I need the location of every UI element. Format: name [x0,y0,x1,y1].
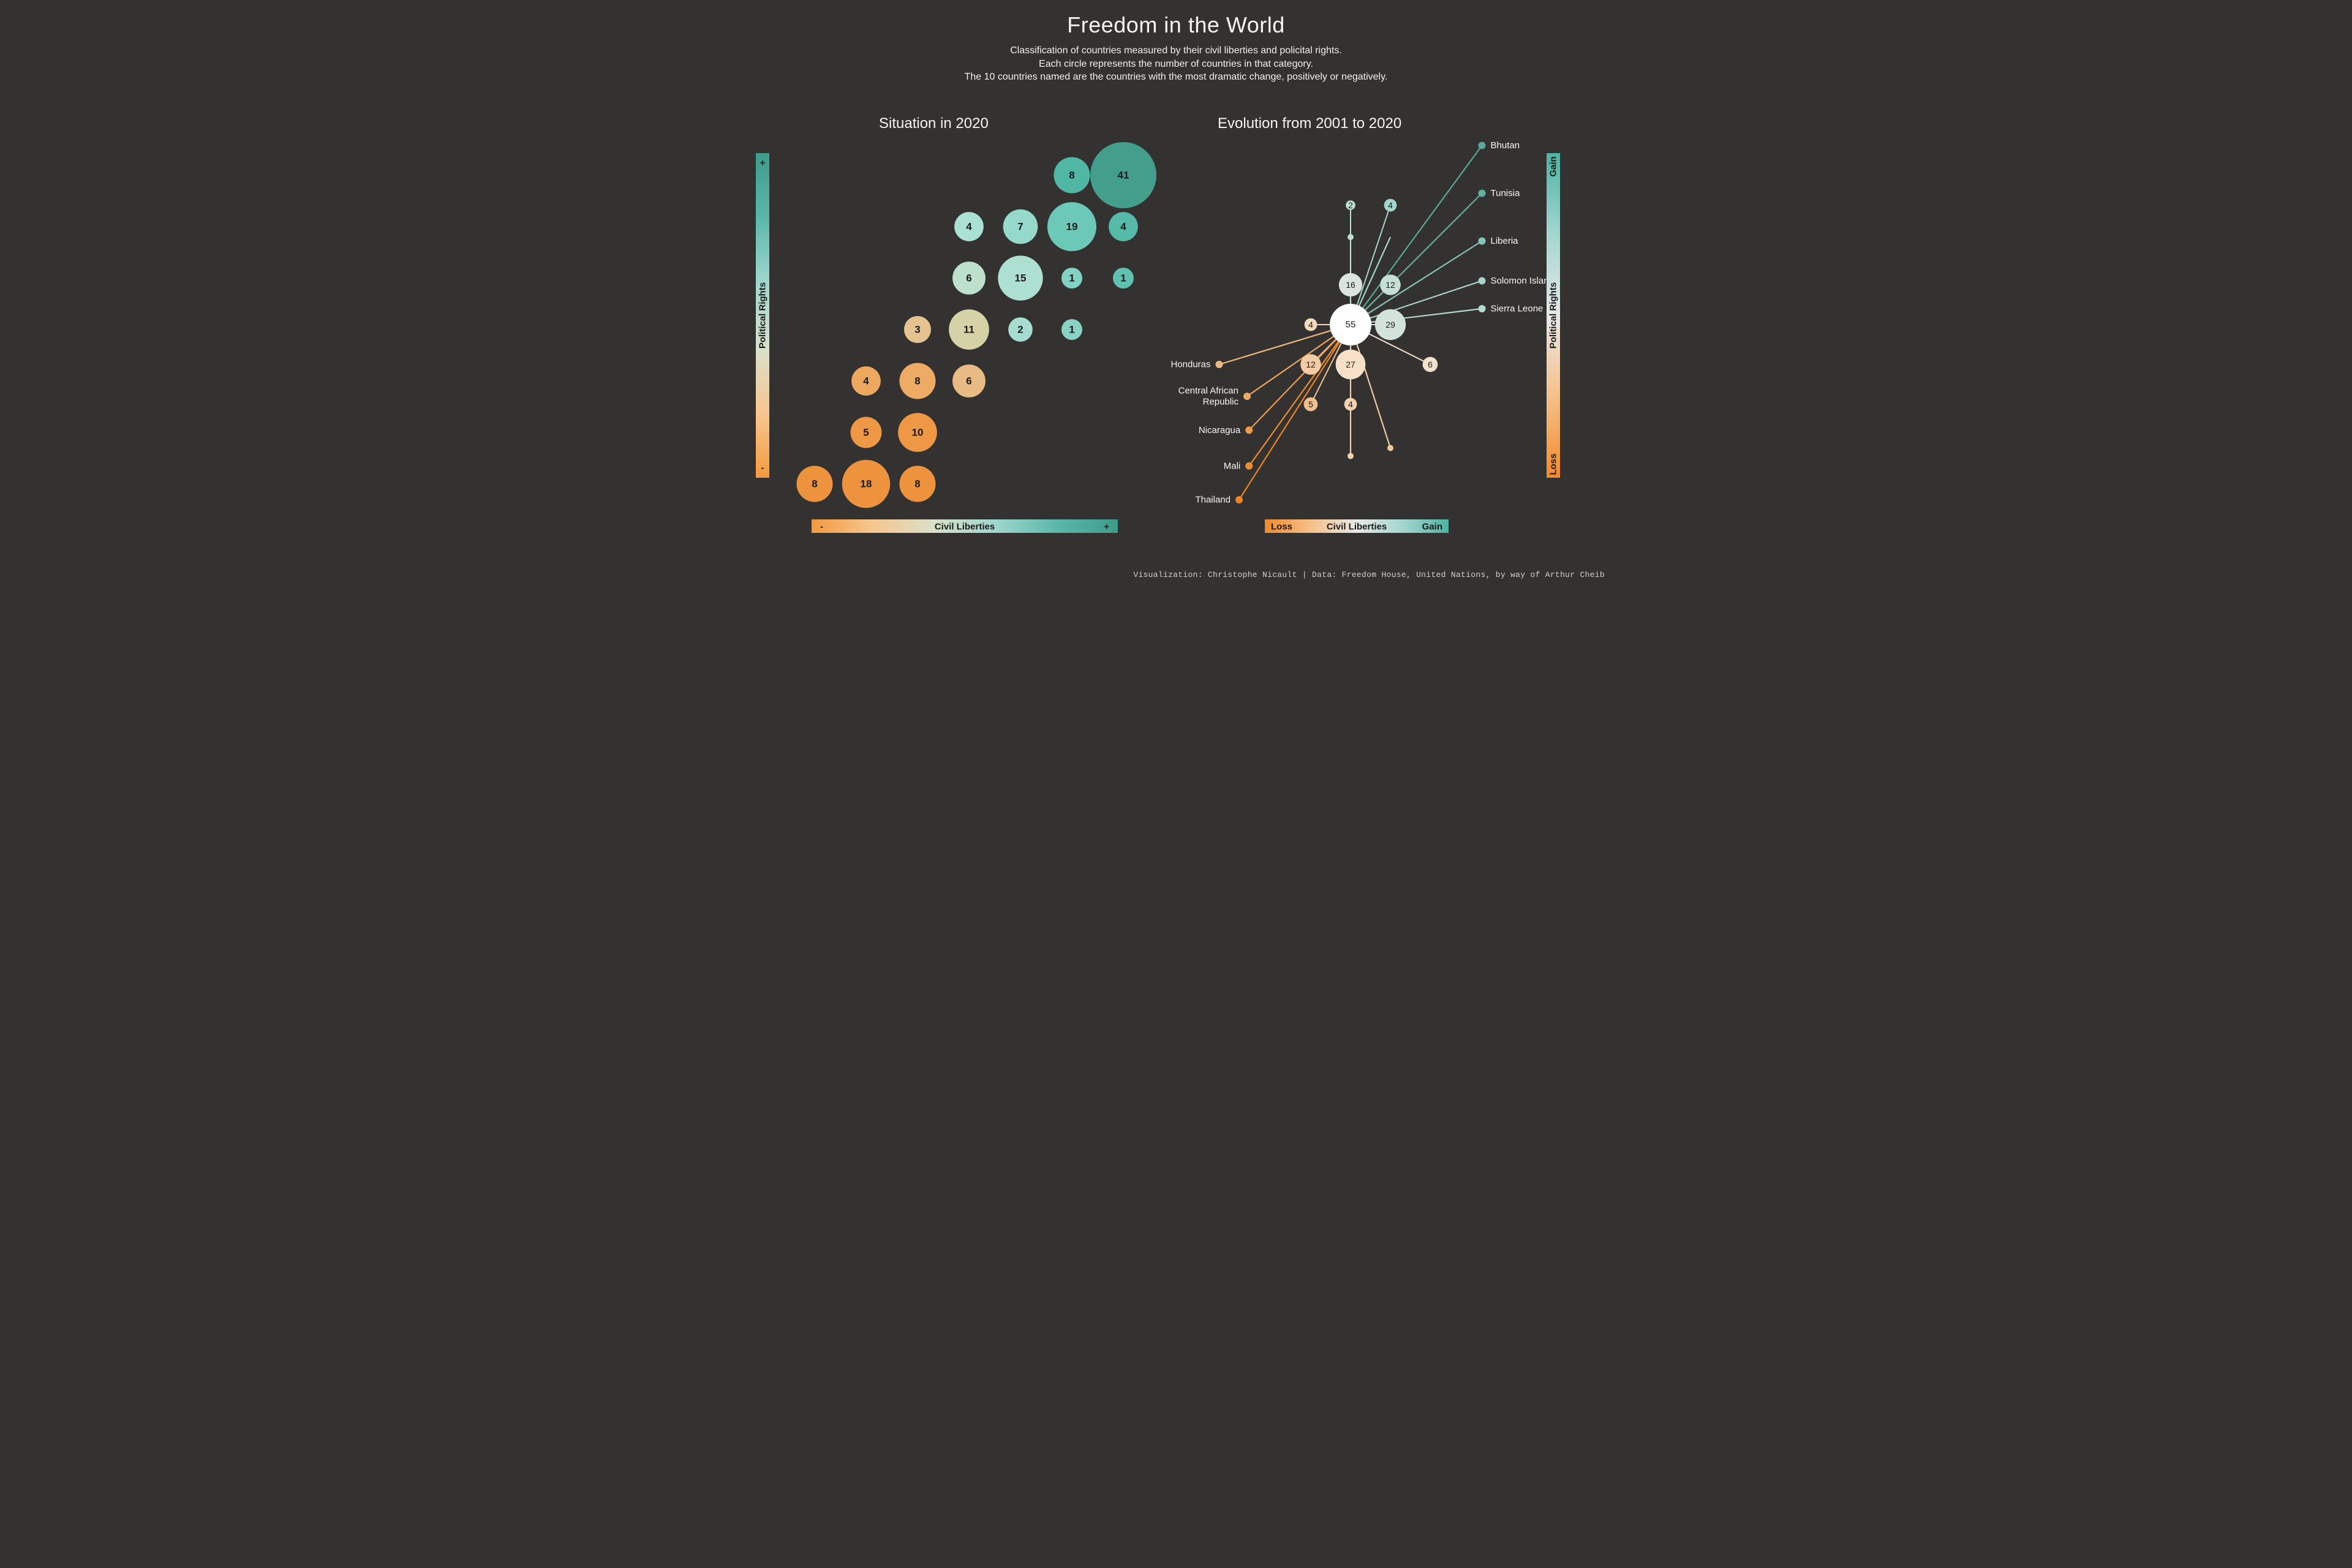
bubble-value: 15 [1015,273,1027,284]
bubble-value: 6 [966,375,971,387]
credit-text: Visualization: Christophe Nicault | Data… [1133,570,1605,579]
bubble-value: 4 [966,221,972,233]
evolution-endpoint [1243,393,1251,400]
evolution-bubble-value: 6 [1428,360,1433,369]
bubble-value: 18 [861,478,872,490]
bubble-value: 7 [1017,221,1023,233]
country-label: Central African [1178,386,1238,396]
evolution-bubble-value: 2 [1348,200,1353,210]
evolution-endpoint [1235,496,1243,503]
evolution-endpoint [1245,462,1253,470]
bubble-value: 4 [1120,221,1126,233]
evolution-line [1239,325,1351,500]
evolution-bubble-value: 5 [1308,399,1313,409]
country-label: Liberia [1491,236,1519,246]
right-x-loss: Loss [1271,522,1292,532]
bubble-value: 1 [1069,273,1074,284]
bubble-value: 8 [1069,170,1074,181]
country-label: Tunisia [1491,188,1520,198]
country-label: Honduras [1170,360,1210,370]
bubble-value: 11 [963,324,974,336]
bubble-value: 5 [863,427,869,439]
evolution-bubble-value: 29 [1385,320,1395,330]
bubble-value: 4 [863,375,869,387]
bubble-value: 3 [914,324,920,336]
country-label: Mali [1224,461,1241,471]
evolution-bubble-value: 27 [1346,360,1355,369]
left-y-label: Political Rights [758,282,768,349]
country-label: Bhutan [1491,140,1520,151]
bubble-value: 41 [1118,170,1129,181]
evolution-bubble-value: 4 [1348,399,1353,409]
right-y-loss: Loss [1548,453,1559,475]
evolution-endpoint [1479,142,1486,149]
left-y-plus: + [760,158,766,168]
left-y-minus: - [761,463,764,473]
chart-canvas: 8188510486311216151147194841-+Civil Libe… [735,0,1617,588]
evolution-bubble-value: 4 [1388,200,1393,210]
bubble-value: 10 [912,427,924,439]
page: Freedom in the World Classification of c… [735,0,1617,588]
evolution-line [1351,194,1482,325]
evolution-endpoint [1387,445,1393,451]
country-label: Sierra Leone [1491,304,1544,314]
country-label: Thailand [1195,495,1231,505]
bubble-value: 1 [1069,324,1074,336]
evolution-endpoint [1348,453,1354,459]
evolution-line [1249,325,1351,466]
right-x-gain: Gain [1422,522,1442,532]
evolution-endpoint [1479,238,1486,245]
evolution-endpoint [1348,234,1354,240]
evolution-center-value: 55 [1346,320,1356,330]
evolution-endpoint [1479,277,1486,285]
country-label: Republic [1203,397,1239,407]
right-y-gain: Gain [1548,156,1559,176]
bubble-value: 1 [1120,273,1126,284]
evolution-endpoint [1479,305,1486,312]
bubble-value: 2 [1017,324,1023,336]
bubble-value: 8 [914,478,920,490]
bubble-value: 8 [914,375,920,387]
evolution-bubble-value: 4 [1308,320,1313,330]
evolution-bubble-value: 16 [1346,280,1355,290]
evolution-bubble-value: 12 [1306,360,1316,369]
left-x-minus: - [820,522,823,532]
right-nodes: 2 4 16 12 4 29 12 27 6 5 4 55 [1300,199,1438,412]
evolution-line [1351,146,1482,325]
country-label: Nicaragua [1199,425,1241,435]
left-x-plus: + [1104,522,1109,532]
right-y-label: Political Rights [1548,282,1559,349]
evolution-endpoint [1216,361,1223,368]
right-x-label: Civil Liberties [1327,522,1387,532]
evolution-bubble-value: 12 [1385,280,1395,290]
evolution-endpoint [1245,426,1253,434]
bubble-value: 6 [966,273,971,284]
left-x-label: Civil Liberties [935,522,995,532]
bubble-value: 8 [812,478,817,490]
bubble-value: 19 [1066,221,1078,233]
evolution-endpoint [1479,190,1486,197]
